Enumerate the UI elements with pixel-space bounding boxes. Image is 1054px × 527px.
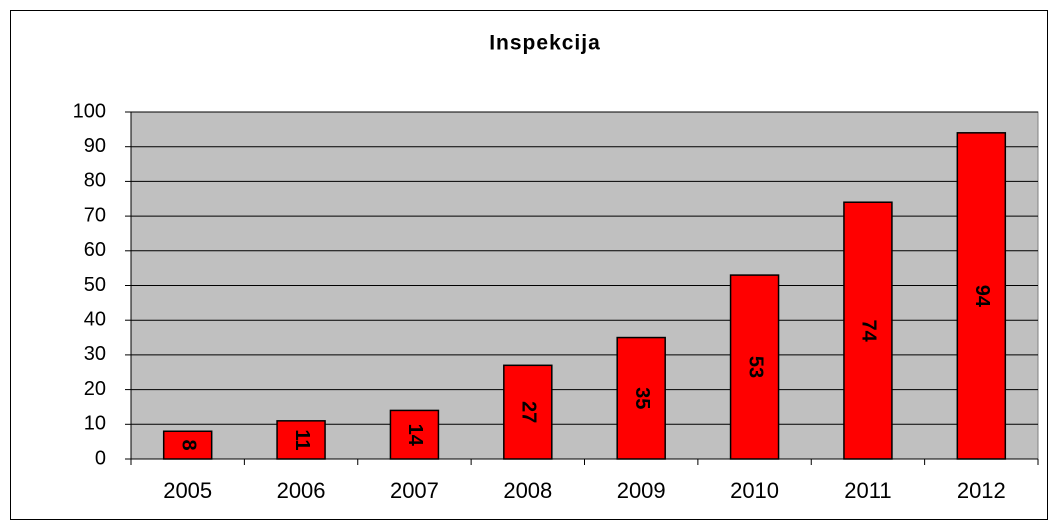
bar	[729, 274, 780, 460]
data-label: 94	[971, 285, 993, 308]
y-tick-label: 50	[84, 274, 106, 296]
x-tick-label: 2009	[617, 478, 666, 503]
x-tick-label: 2010	[730, 478, 779, 503]
x-tick-label: 2007	[390, 478, 439, 503]
y-tick-label: 90	[84, 135, 106, 157]
bar	[389, 409, 440, 460]
x-tick-label: 2008	[503, 478, 552, 503]
data-label: 35	[631, 387, 653, 409]
x-tick-label: 2012	[957, 478, 1006, 503]
y-tick-label: 30	[84, 343, 106, 365]
bar	[616, 336, 666, 460]
y-tick-label: 70	[84, 204, 106, 226]
y-tick-label: 80	[84, 170, 106, 192]
x-tick-label: 2006	[277, 478, 326, 503]
y-tick-label: 60	[84, 239, 106, 261]
bar	[956, 132, 1007, 460]
y-tick-label: 0	[95, 447, 106, 469]
x-tick-label: 2011	[844, 478, 891, 503]
bar	[843, 201, 893, 460]
data-label: 8	[177, 440, 199, 451]
data-label: 74	[858, 319, 880, 342]
y-tick-label: 100	[73, 100, 106, 122]
data-label: 14	[404, 424, 426, 447]
data-label: 11	[291, 429, 313, 450]
y-tick-label: 40	[84, 308, 106, 330]
bar	[162, 430, 213, 460]
bar	[503, 364, 553, 460]
data-label: 53	[744, 356, 766, 378]
chart-title: Inspekcija	[489, 32, 601, 55]
x-tick-label: 2005	[163, 478, 212, 503]
data-label: 27	[518, 401, 540, 423]
y-tick-label: 20	[84, 378, 106, 400]
bar	[276, 420, 326, 460]
y-tick-label: 10	[84, 413, 106, 435]
